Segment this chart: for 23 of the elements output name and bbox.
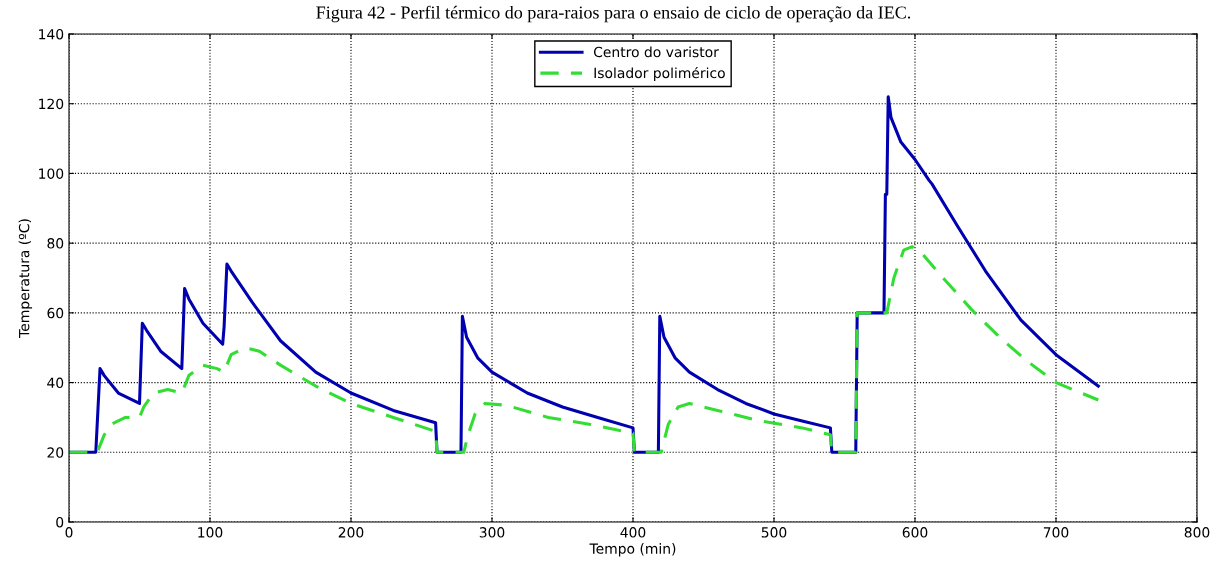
chart-title: Figura 42 - Perfil térmico do para-raios para o ensaio de ciclo de operação da IEC. (316, 5, 911, 23)
y-tick-label: 40 (47, 377, 64, 389)
x-tick-label: 200 (338, 527, 364, 538)
legend-label: Isolador polimérico (594, 66, 725, 81)
x-tick-label: 300 (479, 527, 505, 538)
x-tick-label: 0 (65, 527, 73, 538)
y-tick-label: 140 (39, 28, 64, 40)
y-axis-title: Temperatura (ºC) (18, 219, 33, 338)
x-tick-label: 400 (620, 527, 646, 538)
x-tick-label: 100 (198, 527, 223, 538)
line-series (69, 245, 1100, 454)
y-tick-label: 120 (39, 98, 64, 110)
y-tick-label: 60 (47, 307, 64, 319)
x-tick-label: 700 (1043, 527, 1069, 538)
x-tick-label: 600 (902, 527, 928, 538)
legend-label: Centro do varistor (593, 46, 719, 58)
y-tick-label: 20 (47, 447, 64, 458)
x-tick-label: 500 (761, 527, 787, 538)
y-tick-label: 0 (56, 516, 64, 528)
y-tick-label: 80 (47, 238, 64, 249)
y-tick-label: 100 (39, 168, 64, 179)
x-axis-title: Tempo (min) (589, 543, 676, 557)
x-tick-label: 800 (1184, 527, 1210, 538)
